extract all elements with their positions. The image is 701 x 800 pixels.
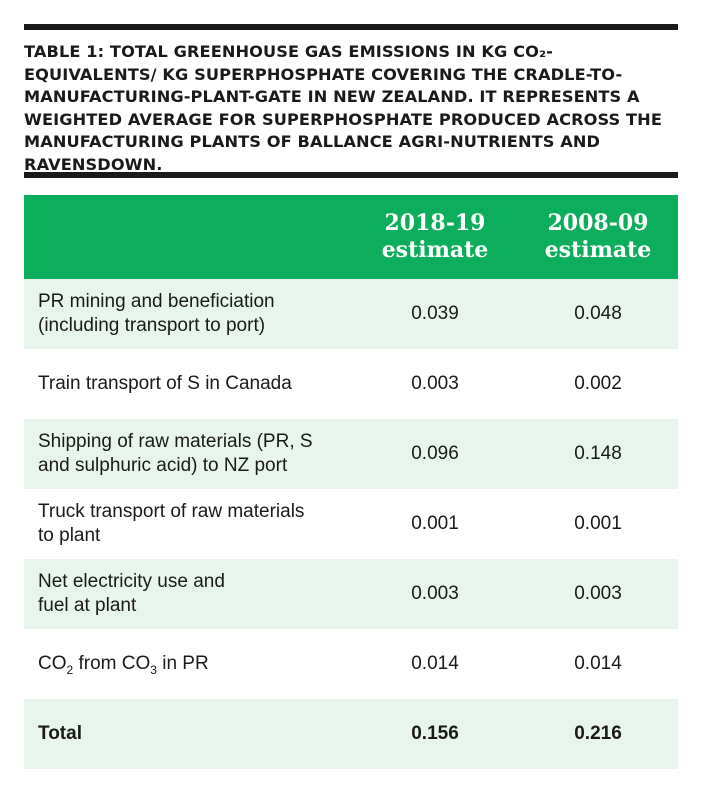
row-label-line1: Truck transport of raw materials [38,501,305,522]
table-row: PR mining and beneficiation (including t… [24,279,678,349]
row-label-line2: fuel at plant [38,595,137,616]
total-2008-09: 0.216 [574,723,622,744]
value-2008-09: 0.014 [574,653,622,674]
header-2008-09-line1: 2008-09 [547,210,649,236]
co3-text: from CO [73,652,151,674]
row-label-line1: Net electricity use and [38,571,225,592]
table-row: Shipping of raw materials (PR, S and sul… [24,419,678,489]
header-2018-19-line1: 2018-19 [384,210,486,236]
total-label: Total [38,723,82,744]
value-2008-09: 0.148 [574,443,622,464]
co2-subscript: 2 [66,662,74,677]
row-label: Shipping of raw materials (PR, S and sul… [24,419,352,489]
value-2018-19: 0.003 [411,373,459,394]
total-row: Total 0.156 0.216 [24,699,678,769]
row-label-line1: PR mining and beneficiation [38,291,275,312]
value-2018-19: 0.039 [411,303,459,324]
row-label: Train transport of S in Canada [24,349,352,419]
value-2018-19: 0.096 [411,443,459,464]
pr-text: in PR [156,652,209,674]
total-2018-19: 0.156 [411,723,459,744]
row-label-line2: to plant [38,525,101,546]
table-row: Truck transport of raw materials to plan… [24,489,678,559]
value-2008-09: 0.002 [574,373,622,394]
value-2008-09: 0.001 [574,513,622,534]
value-2018-19: 0.014 [411,653,459,674]
row-label: Truck transport of raw materials to plan… [24,489,352,559]
row-label-co2: CO2 from CO3 in PR [24,629,352,699]
value-2008-09: 0.003 [574,583,622,604]
bottom-rule [24,172,678,178]
header-blank-cell [24,195,352,279]
emissions-table: 2018-19 estimate 2008-09 estimate PR min… [24,195,678,769]
header-2008-09: 2008-09 estimate [518,195,678,279]
row-label: Net electricity use and fuel at plant [24,559,352,629]
table-caption: TABLE 1: TOTAL GREENHOUSE GAS EMISSIONS … [24,42,662,174]
row-label-line1: Shipping of raw materials (PR, S [38,431,313,452]
header-2018-19: 2018-19 estimate [352,195,518,279]
value-2018-19: 0.003 [411,583,459,604]
co2-text: CO [38,652,67,674]
header-2018-19-line2: estimate [381,237,489,263]
row-label-line1: Train transport of S in Canada [38,373,292,394]
header-row: 2018-19 estimate 2008-09 estimate [24,195,678,279]
top-rule [24,24,678,30]
value-2008-09: 0.048 [574,303,622,324]
table-row: Train transport of S in Canada 0.003 0.0… [24,349,678,419]
row-label: PR mining and beneficiation (including t… [24,279,352,349]
header-2008-09-line2: estimate [544,237,652,263]
table-row: Net electricity use and fuel at plant 0.… [24,559,678,629]
co3-subscript: 3 [150,662,157,677]
row-label-line2: and sulphuric acid) to NZ port [38,455,288,476]
table-row: CO2 from CO3 in PR 0.014 0.014 [24,629,678,699]
row-label-line2: (including transport to port) [38,315,266,336]
value-2018-19: 0.001 [411,513,459,534]
